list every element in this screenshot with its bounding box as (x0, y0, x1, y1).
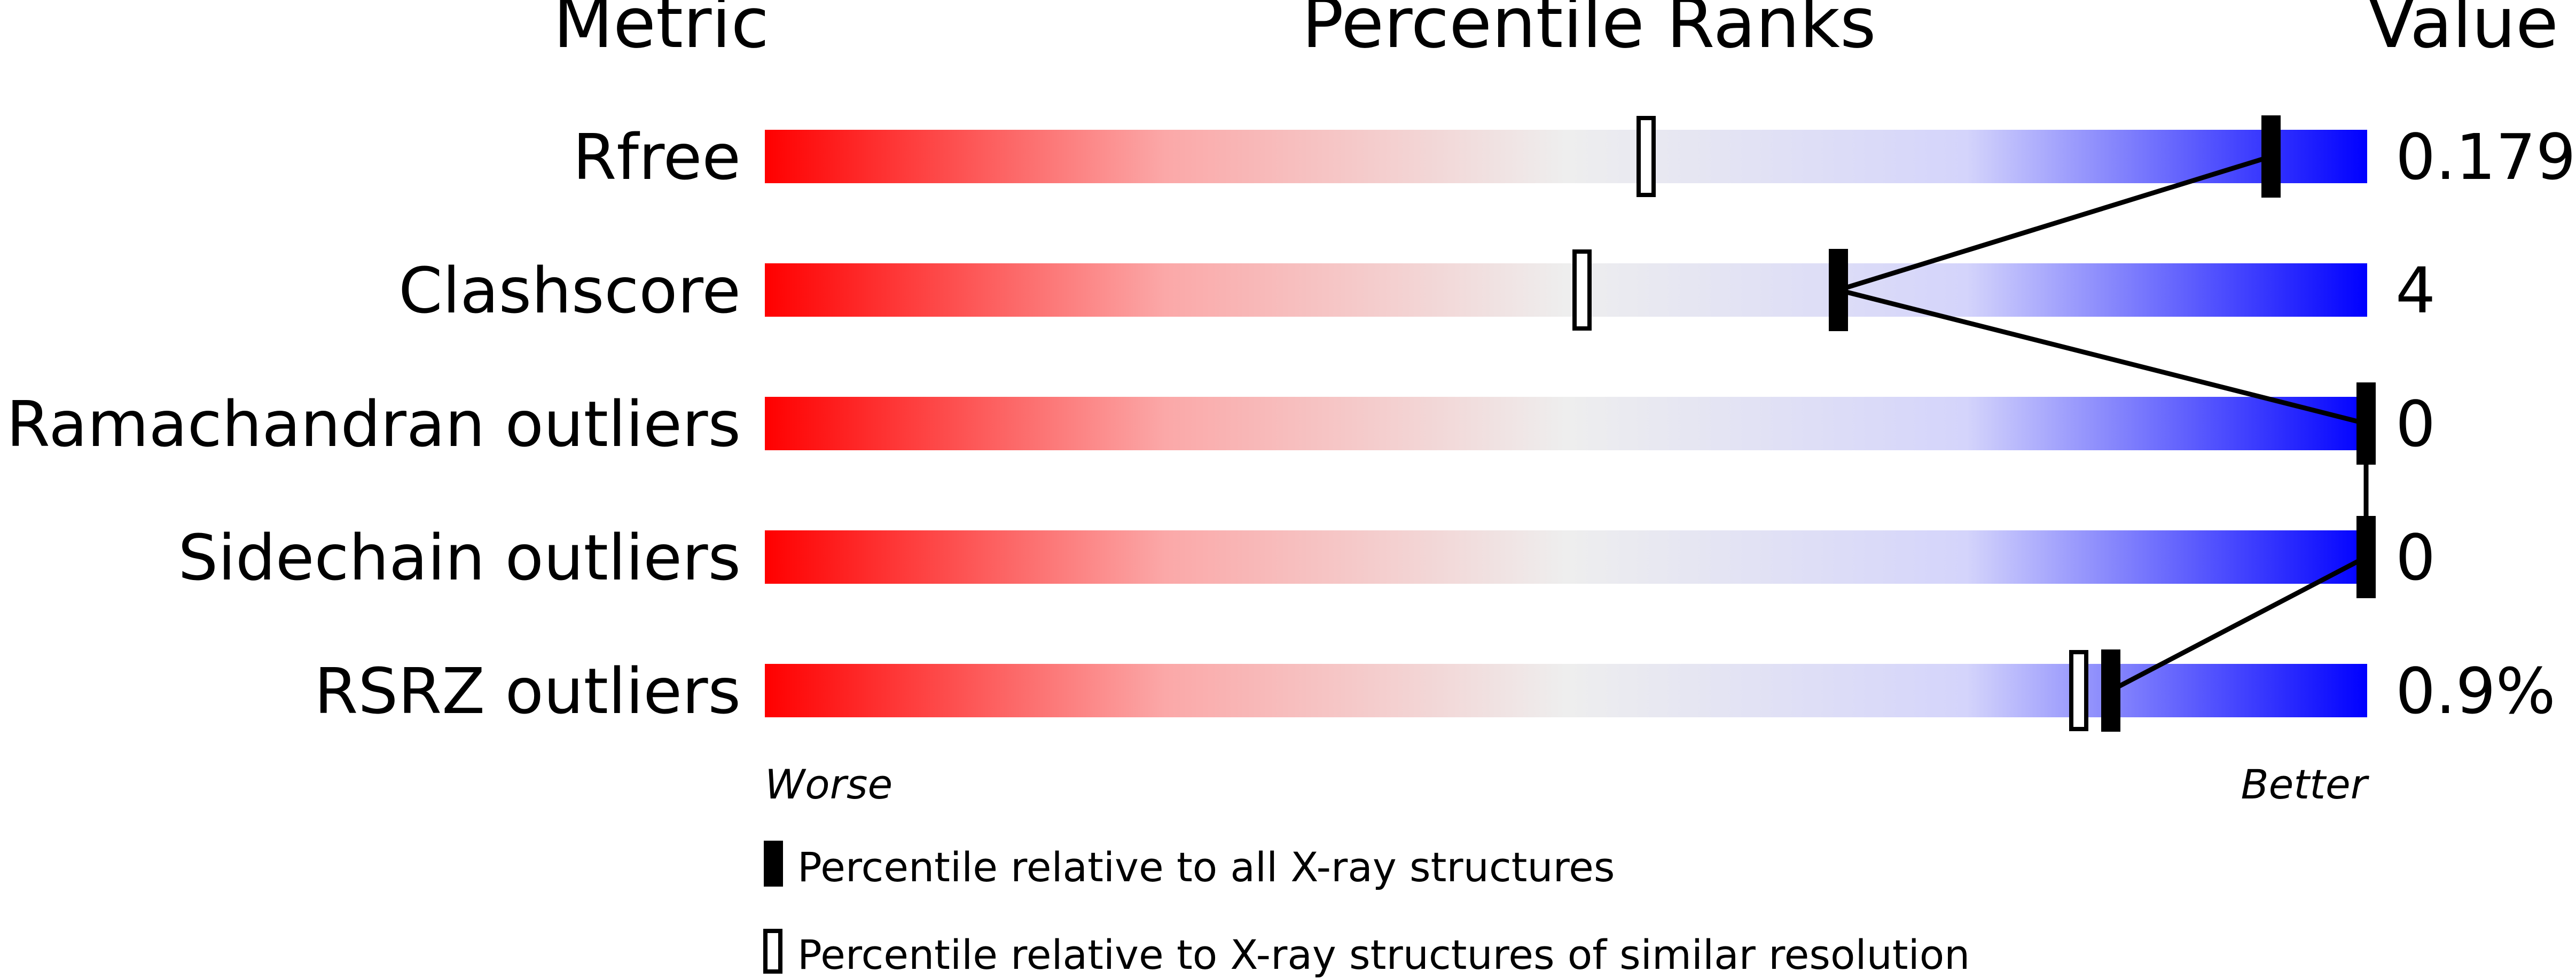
all-structures-marker (1829, 249, 1848, 331)
all-structures-marker (2356, 516, 2376, 598)
percentile-markers (1572, 115, 2376, 732)
metric-value: 4 (2395, 254, 2436, 327)
percentile-bar (765, 664, 2367, 717)
metric-value: 0 (2395, 387, 2436, 461)
metric-label: Clashscore (398, 254, 741, 327)
percentile-bar (765, 397, 2367, 450)
metric-label: Rfree (573, 120, 741, 194)
metric-label: Sidechain outliers (178, 521, 741, 594)
value-header: Value (2368, 0, 2558, 64)
legend-all-marker (764, 841, 783, 887)
all-structures-marker (2356, 382, 2376, 465)
similar-resolution-marker (1572, 249, 1592, 331)
percentile-bar (765, 130, 2367, 183)
metric-value: 0.9% (2395, 654, 2556, 728)
worse-label: Worse (765, 761, 892, 808)
all-structures-marker (2261, 115, 2281, 198)
metric-label: Ramachandran outliers (6, 387, 741, 461)
similar-resolution-marker (1637, 116, 1656, 197)
percentile-bar (765, 263, 2367, 317)
similar-resolution-marker (2069, 650, 2088, 731)
metric-rows: Rfree 0.179 Clashscore 4 Ramachandran outlie… (6, 120, 2576, 728)
percentile-header: Percentile Ranks (1302, 0, 1876, 64)
legend-similar-label: Percentile relative to X-ray structures … (797, 931, 1970, 978)
better-label: Better (2241, 761, 2370, 808)
all-structures-marker (2101, 649, 2120, 732)
metric-value: 0.179 (2395, 120, 2576, 194)
legend-all-label: Percentile relative to all X-ray structu… (797, 843, 1615, 891)
metric-header: Metric (553, 0, 769, 64)
metric-label: RSRZ outliers (314, 654, 741, 728)
metric-value: 0 (2395, 521, 2436, 594)
legend-similar-marker (763, 929, 782, 974)
percentile-bar (765, 530, 2367, 584)
